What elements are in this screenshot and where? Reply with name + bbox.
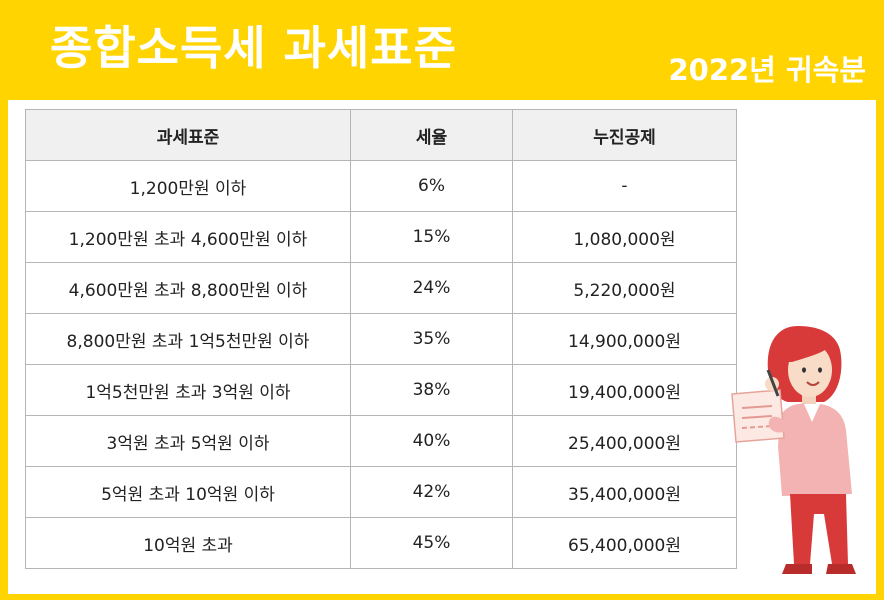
cell-tax-rate: 42% bbox=[350, 466, 513, 518]
table-row: 4,600만원 초과 8,800만원 이하 24% 5,220,000원 bbox=[25, 262, 737, 314]
cell-tax-base: 4,600만원 초과 8,800만원 이하 bbox=[25, 262, 351, 314]
cell-tax-base: 1억5천만원 초과 3억원 이하 bbox=[25, 364, 351, 416]
cell-deduction: 14,900,000원 bbox=[512, 313, 737, 365]
cell-deduction: 1,080,000원 bbox=[512, 211, 737, 263]
column-header-tax-rate: 세율 bbox=[350, 109, 513, 161]
cell-tax-base: 1,200만원 이하 bbox=[25, 160, 351, 212]
cell-tax-rate: 24% bbox=[350, 262, 513, 314]
cell-tax-rate: 40% bbox=[350, 415, 513, 467]
cell-deduction: 25,400,000원 bbox=[512, 415, 737, 467]
cell-deduction: 35,400,000원 bbox=[512, 466, 737, 518]
woman-with-receipt-illustration bbox=[731, 326, 856, 574]
cell-tax-base: 3억원 초과 5억원 이하 bbox=[25, 415, 351, 467]
cell-tax-rate: 35% bbox=[350, 313, 513, 365]
cell-deduction: 65,400,000원 bbox=[512, 517, 737, 569]
column-header-tax-base: 과세표준 bbox=[25, 109, 351, 161]
table-row: 10억원 초과 45% 65,400,000원 bbox=[25, 517, 737, 569]
cell-deduction: 5,220,000원 bbox=[512, 262, 737, 314]
table-row: 3억원 초과 5억원 이하 40% 25,400,000원 bbox=[25, 415, 737, 467]
cell-tax-rate: 45% bbox=[350, 517, 513, 569]
tax-rate-table: 과세표준 세율 누진공제 1,200만원 이하 6% - 1,200만원 초과 … bbox=[25, 109, 737, 569]
column-header-deduction: 누진공제 bbox=[512, 109, 737, 161]
page-title: 종합소득세 과세표준 bbox=[50, 21, 457, 75]
table-row: 1억5천만원 초과 3억원 이하 38% 19,400,000원 bbox=[25, 364, 737, 416]
table-row: 1,200만원 이하 6% - bbox=[25, 160, 737, 212]
cell-tax-base: 8,800만원 초과 1억5천만원 이하 bbox=[25, 313, 351, 365]
cell-tax-rate: 6% bbox=[350, 160, 513, 212]
cell-tax-base: 5억원 초과 10억원 이하 bbox=[25, 466, 351, 518]
year-subtitle: 2022년 귀속분 bbox=[668, 53, 866, 87]
table-row: 1,200만원 초과 4,600만원 이하 15% 1,080,000원 bbox=[25, 211, 737, 263]
table-row: 8,800만원 초과 1억5천만원 이하 35% 14,900,000원 bbox=[25, 313, 737, 365]
cell-deduction: - bbox=[512, 160, 737, 212]
cell-tax-rate: 15% bbox=[350, 211, 513, 263]
cell-tax-rate: 38% bbox=[350, 364, 513, 416]
table-row: 5억원 초과 10억원 이하 42% 35,400,000원 bbox=[25, 466, 737, 518]
cell-tax-base: 1,200만원 초과 4,600만원 이하 bbox=[25, 211, 351, 263]
table-header-row: 과세표준 세율 누진공제 bbox=[25, 109, 737, 161]
cell-deduction: 19,400,000원 bbox=[512, 364, 737, 416]
cell-tax-base: 10억원 초과 bbox=[25, 517, 351, 569]
